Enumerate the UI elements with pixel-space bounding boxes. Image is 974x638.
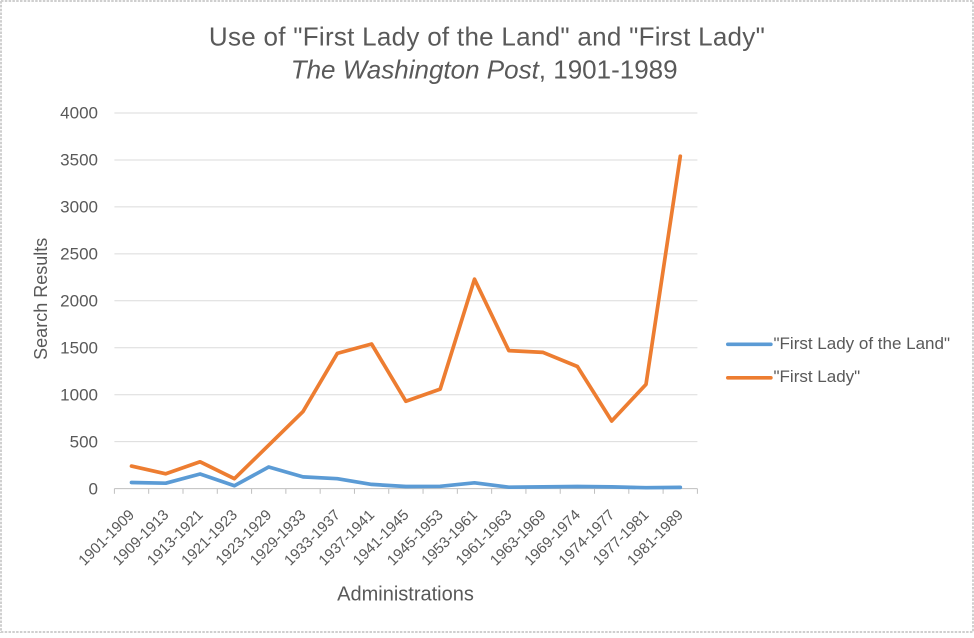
svg-text:3500: 3500: [60, 151, 98, 170]
svg-text:"First Lady": "First Lady": [774, 367, 861, 386]
svg-text:1000: 1000: [60, 385, 98, 404]
svg-text:2000: 2000: [60, 292, 98, 311]
svg-text:1500: 1500: [60, 338, 98, 357]
svg-text:500: 500: [70, 432, 98, 451]
svg-text:Search Results: Search Results: [31, 238, 51, 360]
svg-text:0: 0: [89, 479, 98, 498]
svg-text:Administrations: Administrations: [337, 583, 474, 605]
svg-text:Use of "First Lady of the Land: Use of "First Lady of the Land" and "Fir…: [209, 21, 765, 51]
svg-text:The Washington Post, 1901-1989: The Washington Post, 1901-1989: [291, 55, 678, 85]
svg-text:"First Lady of the Land": "First Lady of the Land": [774, 334, 951, 353]
svg-text:2500: 2500: [60, 245, 98, 264]
svg-text:4000: 4000: [60, 104, 98, 123]
svg-text:3000: 3000: [60, 198, 98, 217]
